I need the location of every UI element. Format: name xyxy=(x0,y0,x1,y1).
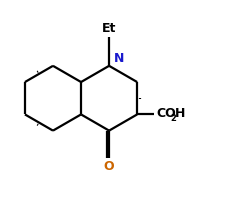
Text: 2: 2 xyxy=(170,114,176,123)
Text: Et: Et xyxy=(102,22,116,35)
Text: O: O xyxy=(104,160,114,173)
Text: CO: CO xyxy=(156,107,176,120)
Text: H: H xyxy=(175,107,185,120)
Text: N: N xyxy=(114,52,124,65)
